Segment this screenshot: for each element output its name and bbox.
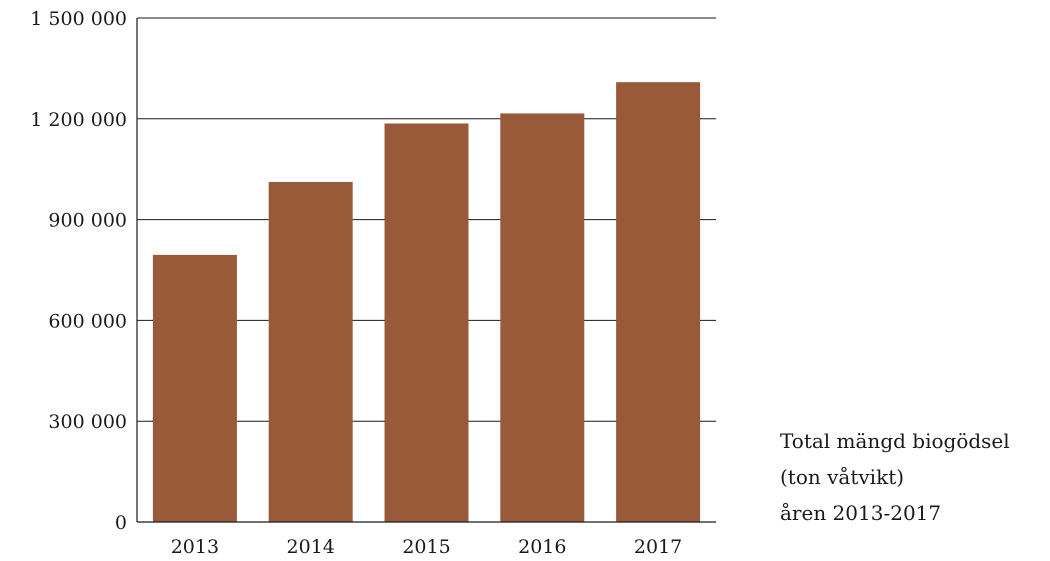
annotation-line-1: Total mängd biogödsel xyxy=(780,429,1010,453)
chart-annotation: Total mängd biogödsel (ton våtvikt) åren… xyxy=(780,423,1040,531)
bar-2016 xyxy=(500,113,585,522)
x-tick-label: 2014 xyxy=(287,536,335,558)
x-tick-labels: 2013 2014 2015 2016 2017 xyxy=(171,536,683,558)
x-tick-label: 2013 xyxy=(171,536,219,558)
y-tick-labels: 0 300 000 600 000 900 000 1 200 000 1 500 000 xyxy=(30,8,127,534)
y-tick-label: 900 000 xyxy=(48,210,127,232)
bar-2017 xyxy=(616,82,701,523)
x-tick-label: 2015 xyxy=(402,536,450,558)
y-tick-label: 1 500 000 xyxy=(30,8,127,30)
annotation-line-3: åren 2013-2017 xyxy=(780,501,942,525)
annotation-line-2: (ton våtvikt) xyxy=(780,465,905,489)
y-tick-label: 1 200 000 xyxy=(30,109,127,131)
y-tick-label: 0 xyxy=(115,512,127,534)
x-tick-label: 2016 xyxy=(518,536,566,558)
y-tick-label: 300 000 xyxy=(48,411,127,433)
x-tick-label: 2017 xyxy=(634,536,682,558)
bars xyxy=(152,82,701,523)
bar-2014 xyxy=(268,181,353,522)
bar-2013 xyxy=(152,254,237,522)
bar-2015 xyxy=(384,123,469,522)
axes xyxy=(136,18,716,523)
y-tick-label: 600 000 xyxy=(48,310,127,332)
